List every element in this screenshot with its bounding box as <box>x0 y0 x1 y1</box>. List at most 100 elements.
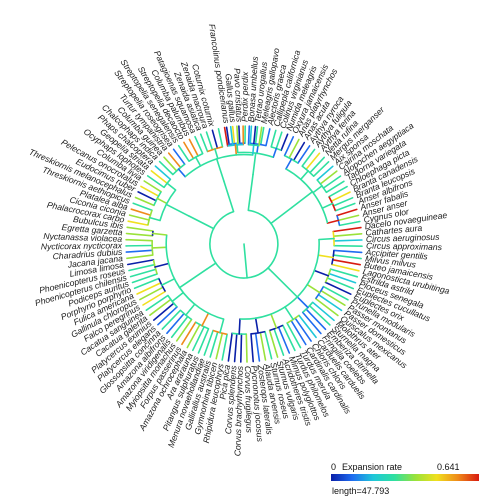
subclade-stem <box>312 185 323 194</box>
tip-branch <box>337 214 360 222</box>
tip-branch <box>283 136 295 157</box>
tip-label: Charadrius dubius <box>52 247 123 262</box>
subclade-stem <box>154 262 170 268</box>
tip-label: Cathartes aura <box>365 223 423 238</box>
tip-branch <box>238 125 241 145</box>
deep-stem <box>223 180 235 213</box>
tip-branch <box>305 152 321 171</box>
tip-branch <box>140 185 160 197</box>
subclade-stem <box>284 306 295 321</box>
subclade-stem <box>270 313 278 329</box>
tip-branch <box>137 191 157 202</box>
tip-branch <box>309 156 326 174</box>
tip-label: Nycticorax nycticorax <box>41 240 123 251</box>
tip-branch <box>258 126 263 147</box>
tip-branch <box>125 249 154 253</box>
tip-branch <box>153 302 175 321</box>
tip-branch <box>332 226 362 233</box>
tip-branch <box>324 281 352 296</box>
tip-branch <box>245 333 248 363</box>
tip-branch <box>333 249 363 254</box>
tip-branch <box>273 328 285 357</box>
tip-branch <box>223 126 229 147</box>
subclade-stem <box>151 246 167 249</box>
tip-branch <box>312 161 330 177</box>
tip-branch <box>265 128 271 147</box>
subclade-stem <box>214 148 219 160</box>
tip-branch <box>181 321 197 346</box>
tip-branch <box>150 170 168 185</box>
tip-branch <box>211 129 219 149</box>
tip-branch <box>252 125 257 146</box>
tip-branch <box>254 126 259 145</box>
tip-branch <box>286 322 302 349</box>
tip-branch <box>132 202 153 211</box>
subclade-stem <box>251 144 255 156</box>
tip-branch <box>332 197 354 207</box>
tip-branch <box>336 208 358 217</box>
tip-branch <box>127 220 149 226</box>
tip-branch <box>322 175 342 189</box>
tip-branch <box>249 125 253 145</box>
tip-label: Pica pica <box>218 364 233 400</box>
tip-branch <box>139 286 164 301</box>
subclade-stem <box>318 237 335 241</box>
subclade-stem <box>313 269 330 277</box>
tip-branch <box>203 329 214 356</box>
legend-title: Expansion rate <box>342 462 402 472</box>
tip-branch <box>317 293 343 312</box>
subclade-stem <box>317 254 334 259</box>
tip-branch <box>192 325 205 352</box>
tip-branch <box>333 244 363 247</box>
deep-stem <box>247 173 254 212</box>
tip-branch <box>146 175 165 189</box>
tip-branch <box>127 259 155 266</box>
tip-branch <box>316 165 334 181</box>
subclade-stem <box>285 158 293 170</box>
tip-label: Nyctanassa violacea <box>43 231 122 244</box>
tip-branch <box>330 263 360 272</box>
subclade-stem <box>161 277 176 286</box>
tip-branch <box>250 332 254 363</box>
root-branch <box>243 243 248 279</box>
tree-branches <box>125 125 363 363</box>
subclade-stem <box>238 318 241 335</box>
deep-stem <box>205 262 217 271</box>
subclade-stem <box>219 318 225 334</box>
tip-branch <box>194 135 204 155</box>
tip-branch <box>329 268 359 278</box>
tip-branch <box>154 165 172 181</box>
clade-stem <box>178 268 208 289</box>
tip-label: Bonasa umbellus <box>246 55 260 122</box>
tip-branch <box>167 152 182 169</box>
tip-branch <box>308 304 331 326</box>
tip-branch <box>149 298 172 317</box>
tip-branch <box>325 180 345 194</box>
tip-branch <box>282 324 296 352</box>
tip-branch <box>240 333 243 363</box>
tip-branch <box>328 185 348 198</box>
tip-branch <box>215 332 224 360</box>
tip-branch <box>183 141 195 160</box>
tip-branch <box>231 125 236 145</box>
color-legend: 0 Expansion rate 0.641 length=47.793 <box>331 462 479 496</box>
tip-branch <box>186 323 201 349</box>
deep-stem <box>187 215 215 230</box>
subclade-stem <box>194 156 202 167</box>
subclade-stem <box>254 317 259 334</box>
tip-branch <box>163 156 178 172</box>
subclade-stem <box>299 170 310 181</box>
clade-stem <box>271 271 299 298</box>
tip-branch <box>221 333 228 361</box>
subclade-stem <box>296 296 309 309</box>
tip-branch <box>326 277 355 290</box>
tip-branch <box>205 131 214 151</box>
tip-branch <box>288 138 300 159</box>
subclade-stem <box>151 232 168 236</box>
tip-branch <box>319 170 338 185</box>
deep-stem <box>267 267 274 274</box>
tip-label: Corvus frugilegus <box>243 366 255 434</box>
clade-stem <box>252 152 257 176</box>
tip-branch <box>128 263 156 272</box>
subclade-stem <box>321 202 334 209</box>
